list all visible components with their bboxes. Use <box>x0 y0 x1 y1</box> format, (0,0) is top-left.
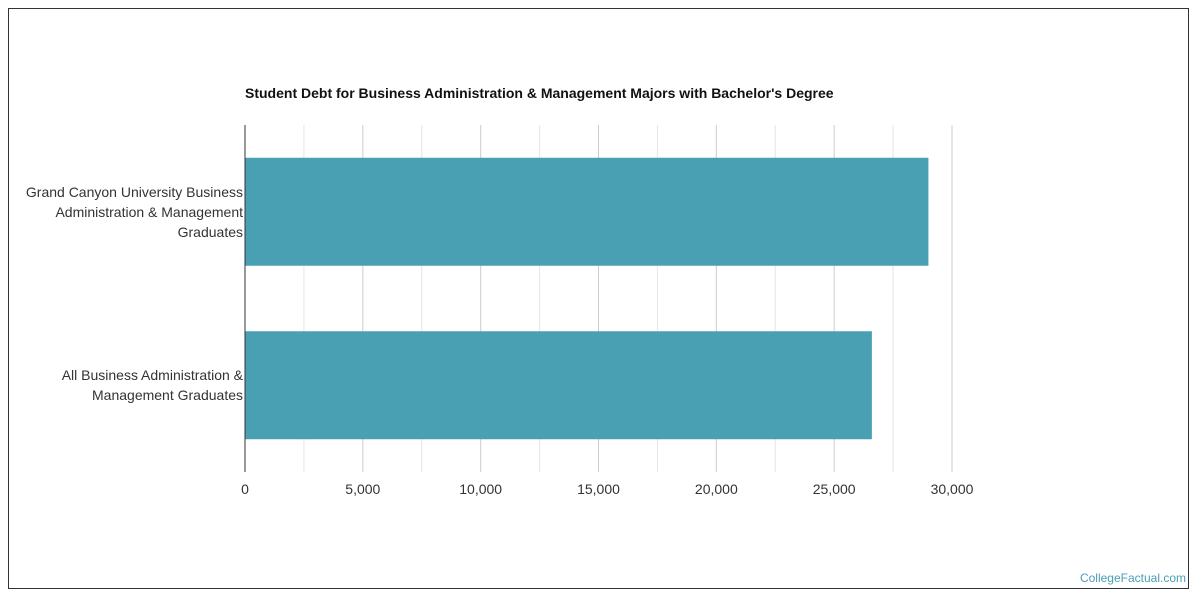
x-tick-label: 25,000 <box>812 481 856 497</box>
x-tick-label: 15,000 <box>577 481 620 497</box>
category-label-1: Grand Canyon University Business Adminis… <box>25 183 243 240</box>
x-tick-label: 10,000 <box>459 481 503 497</box>
watermark[interactable]: CollegeFactual.com <box>1079 571 1186 585</box>
x-tick-label: 0 <box>241 481 249 497</box>
chart-frame <box>8 8 1189 589</box>
category-label-2: All Business Administration & Management… <box>61 367 243 404</box>
x-tick-label: 5,000 <box>345 481 381 497</box>
bar-1 <box>245 157 929 266</box>
x-tick-label: 30,000 <box>930 481 974 497</box>
bar-2 <box>245 331 872 440</box>
chart-title: Student Debt for Business Administration… <box>245 85 834 101</box>
x-tick-label: 20,000 <box>694 481 738 497</box>
